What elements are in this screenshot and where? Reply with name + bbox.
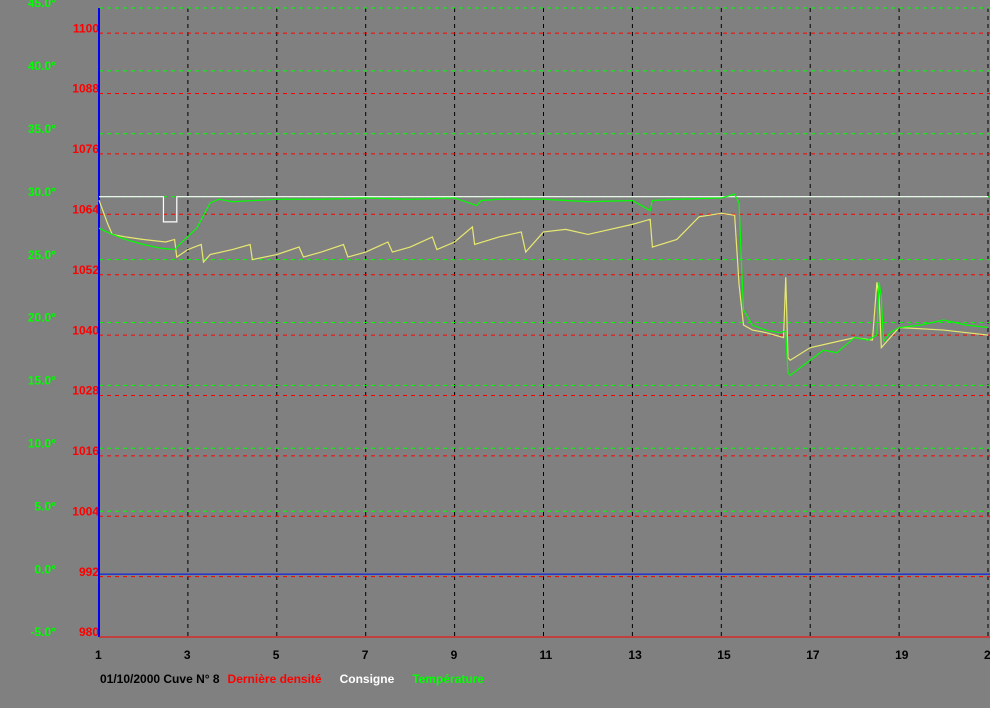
y2-tick-label: 1016 (72, 444, 99, 458)
y-tick-label: 30.0° (28, 185, 56, 199)
y-tick-label: 45.0° (28, 0, 56, 10)
y-tick-label: 10.0° (28, 436, 56, 450)
y2-tick-label: 1076 (72, 142, 99, 156)
x-tick-label: 17 (806, 648, 820, 662)
legend-entry: Température (412, 672, 484, 686)
x-tick-label: 3 (184, 648, 191, 662)
y-tick-label: 5.0° (35, 499, 57, 513)
y-tick-label: 15.0° (28, 374, 56, 388)
series-line (98, 193, 989, 377)
y2-tick-label: 1028 (72, 384, 99, 398)
x-tick-label: 9 (451, 648, 458, 662)
y-tick-label: 35.0° (28, 122, 56, 136)
y2-tick-label: 980 (79, 625, 99, 639)
legend-entry: Consigne (340, 672, 395, 686)
y2-tick-label: 1100 (73, 21, 99, 35)
y2-tick-label: 992 (79, 565, 99, 579)
x-tick-label: 5 (273, 648, 280, 662)
y2-tick-label: 1064 (72, 202, 99, 216)
x-tick-label: 7 (362, 648, 369, 662)
series-line (98, 200, 989, 362)
series-line (99, 196, 988, 223)
y-tick-label: 0.0° (35, 562, 57, 576)
x-tick-label: 19 (895, 648, 909, 662)
legend-entry: Dernière densité (228, 672, 322, 686)
y-tick-label: -5.0° (31, 625, 57, 639)
x-tick-label: 1 (95, 648, 102, 662)
x-tick-label: 15 (717, 648, 731, 662)
y-tick-label: 40.0° (28, 59, 56, 73)
y2-tick-label: 1052 (72, 263, 99, 277)
x-tick-label: 13 (628, 648, 642, 662)
y-tick-label: 25.0° (28, 248, 56, 262)
y2-tick-label: 1004 (72, 504, 99, 518)
x-tick-label: 21 (984, 648, 990, 662)
y-tick-label: 20.0° (28, 311, 56, 325)
caption: 01/10/2000 Cuve N° 8 (100, 672, 220, 686)
y2-tick-label: 1040 (72, 323, 99, 337)
y2-tick-label: 1088 (72, 82, 99, 96)
x-tick-label: 11 (540, 648, 553, 662)
